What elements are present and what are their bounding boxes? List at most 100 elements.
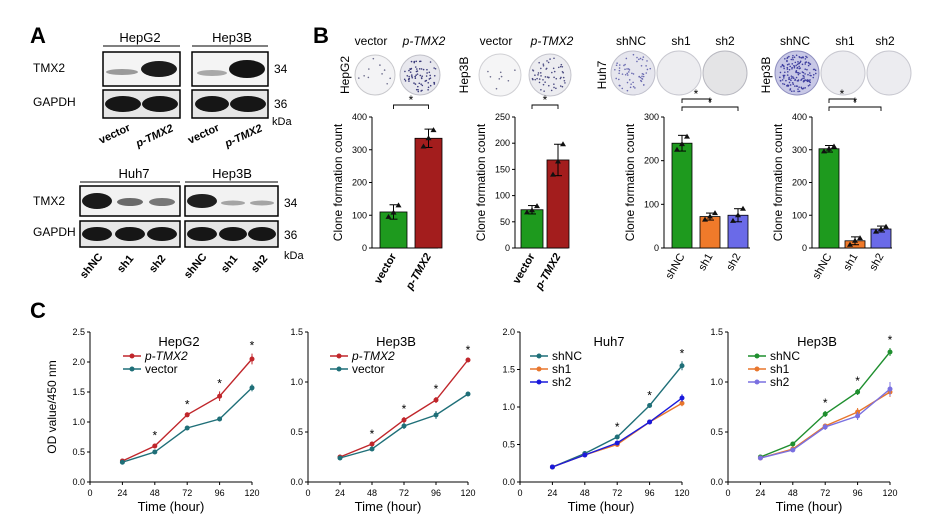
- data-point: [369, 441, 375, 447]
- x-tick-label: 72: [612, 488, 622, 498]
- colony-dot: [428, 78, 431, 80]
- x-tick-label: 120: [674, 488, 689, 498]
- colony-dot: [798, 62, 801, 65]
- significance-star: *: [152, 429, 157, 443]
- colony-dot: [812, 73, 815, 76]
- x-tick-label: 48: [150, 488, 160, 498]
- colony-dot: [789, 65, 792, 68]
- significance-bracket: [828, 98, 856, 103]
- bar-shNC: [671, 142, 693, 249]
- colony-plates: vector p-TMX2 HepG2 vector p-TMX2 Hep3B …: [338, 34, 912, 97]
- plate-side-huh7: Huh7: [595, 60, 609, 89]
- colony-dot: [797, 88, 799, 90]
- colony-dot: [797, 60, 799, 63]
- colony-dot: [415, 88, 418, 91]
- colony-dot: [645, 72, 648, 74]
- data-point: [614, 440, 620, 446]
- colony-dot: [559, 85, 562, 87]
- data-point: [679, 400, 685, 406]
- data-point: [401, 423, 407, 429]
- colony-dot: [804, 87, 806, 89]
- colony-dot: [426, 68, 428, 71]
- plate-shnc-huh7: [610, 50, 656, 96]
- colony-dot: [629, 86, 632, 89]
- x-tick-label: 48: [580, 488, 590, 498]
- data-point: [821, 148, 827, 154]
- colony-dot: [793, 66, 796, 69]
- colony-dot: [539, 72, 542, 74]
- colony-dot: [804, 73, 806, 75]
- colony-dot: [810, 74, 812, 77]
- line-charts: 0.0 0.5 1.0 1.5 2.0 2.5 0 24 48 72 96 120 Time (hour…: [45, 327, 898, 514]
- y-tick-label: 0.5: [290, 427, 303, 437]
- x-tick-label: shNC: [810, 251, 834, 281]
- colony-dot: [802, 80, 805, 82]
- data-point: [740, 205, 746, 211]
- colony-dot: [553, 86, 555, 89]
- x-tick-label: 48: [367, 488, 377, 498]
- colony-dot: [618, 67, 621, 69]
- significance-star: *: [840, 87, 845, 101]
- colony-dot: [791, 67, 793, 70]
- colony-dot: [786, 71, 789, 73]
- bar-p-TMX2: [414, 137, 443, 249]
- significance-star: *: [647, 388, 652, 402]
- colony-dot: [630, 83, 632, 85]
- data-point: [647, 419, 653, 425]
- colony-dot: [500, 75, 503, 78]
- colony-dot: [550, 89, 553, 92]
- y-tick-label: 0.5: [710, 427, 723, 437]
- colony-dot: [547, 61, 550, 64]
- colony-dot: [799, 72, 801, 75]
- x-tick-label: sh1: [696, 252, 715, 273]
- colony-dot: [802, 74, 804, 77]
- colony-dot: [794, 61, 797, 64]
- blot-bottom-mw-36: 36: [284, 228, 298, 242]
- colony-dot: [803, 77, 805, 79]
- colony-dot: [553, 83, 555, 85]
- colony-dot: [418, 60, 421, 63]
- colony-dot: [786, 84, 789, 86]
- colony-dot: [793, 65, 796, 68]
- data-point: [826, 145, 832, 151]
- data-point: [847, 241, 853, 247]
- data-point: [702, 216, 708, 222]
- colony-dot: [791, 63, 794, 65]
- colony-dot: [806, 68, 808, 71]
- colony-dot: [807, 64, 810, 67]
- plate-label-shnc-2: shNC: [780, 34, 810, 48]
- y-tick-label: 100: [644, 199, 659, 209]
- y-tick-label: 0.0: [502, 477, 515, 487]
- colony-dot: [618, 78, 620, 81]
- colony-dot: [797, 79, 800, 81]
- colony-dot: [427, 86, 430, 89]
- data-point: [549, 464, 555, 470]
- data-point: [152, 449, 158, 455]
- data-point: [560, 141, 566, 147]
- legend-marker: [536, 353, 542, 359]
- legend-marker: [336, 366, 342, 372]
- colony-dot: [790, 90, 793, 93]
- blot-bottom-lane-1: shNC: [78, 251, 106, 281]
- x-tick-label: 96: [431, 488, 441, 498]
- x-axis-label: Time (hour): [568, 499, 635, 514]
- x-tick-label: 72: [182, 488, 192, 498]
- colony-dot: [433, 82, 436, 84]
- colony-dot: [417, 88, 419, 91]
- x-tick-label: 0: [517, 488, 522, 498]
- colony-dot: [624, 68, 626, 71]
- colony-dot: [540, 67, 542, 70]
- y-tick-label: 1.0: [290, 377, 303, 387]
- colony-dot: [632, 53, 635, 56]
- y-axis-label: Clone formation count: [771, 123, 785, 241]
- colony-dot: [419, 74, 422, 77]
- colony-dot: [790, 77, 793, 79]
- significance-star: *: [217, 376, 222, 390]
- significance-star: *: [694, 87, 699, 101]
- plate-side-hep3b-2: Hep3B: [759, 57, 773, 94]
- colony-dot: [418, 68, 421, 70]
- line-chart-l1: 0.0 0.5 1.0 1.5 2.0 2.5 0 24 48 72 96 120 Time (hour…: [45, 327, 260, 514]
- colony-dot: [614, 68, 616, 71]
- colony-dot: [783, 77, 785, 79]
- colony-dot: [426, 72, 428, 74]
